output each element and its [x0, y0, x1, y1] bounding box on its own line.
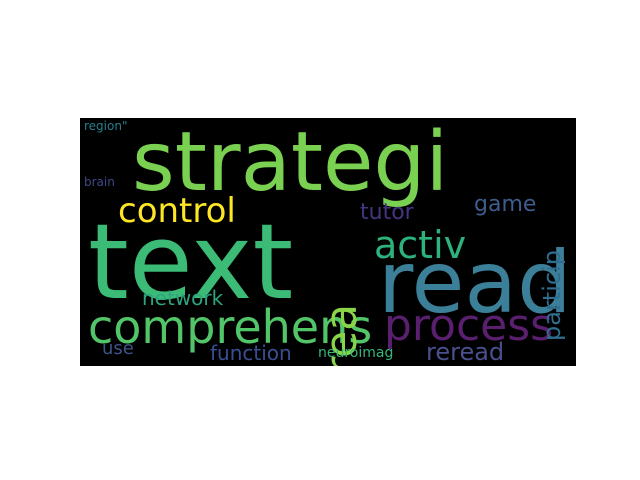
word-activ: activ: [374, 223, 467, 267]
word-read: read: [378, 233, 572, 333]
word-particip: particip: [538, 250, 566, 341]
word-game: game: [474, 192, 537, 217]
word-reread: reread: [426, 338, 505, 366]
word-comprehens: comprehens: [88, 300, 373, 354]
word-region: region": [84, 119, 128, 133]
word-brain: brain: [84, 175, 115, 189]
word-use: use: [102, 338, 134, 359]
word-function: function: [210, 341, 292, 365]
word-network: network: [142, 286, 224, 310]
word-process: process: [384, 300, 554, 351]
word-tutor: tutor: [360, 200, 414, 225]
word-cloud: text strategi read comprehens process co…: [80, 118, 576, 366]
word-control: control: [118, 191, 236, 231]
word-text: text: [88, 201, 294, 323]
word-neuroimag: neuroimag: [318, 345, 394, 361]
word-strategi: strategi: [132, 118, 449, 210]
